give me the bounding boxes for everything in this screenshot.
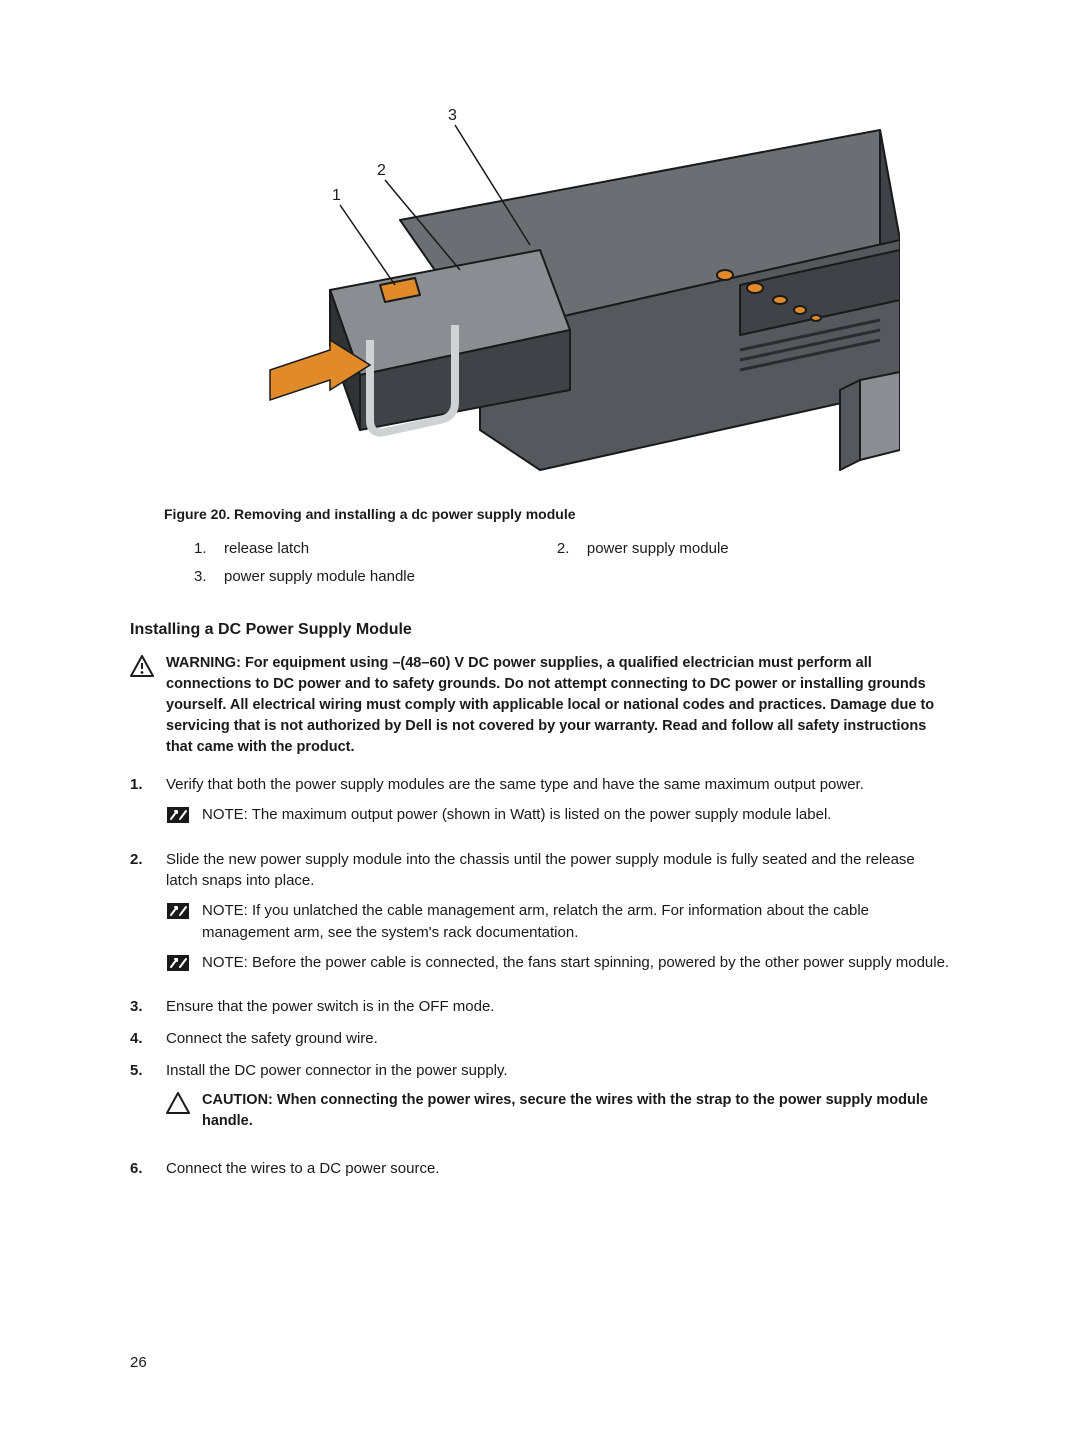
legend-num: 3. <box>194 566 224 588</box>
step-text: Install the DC power connector in the po… <box>166 1060 950 1082</box>
warning-block: WARNING: For equipment using –(48–60) V … <box>130 653 950 758</box>
figure-legend: 1. release latch 2. power supply module … <box>194 538 950 594</box>
note-icon <box>166 902 190 920</box>
step: 1. Verify that both the power supply mod… <box>130 774 950 839</box>
legend-item: 2. power supply module <box>557 538 920 560</box>
note-text: The maximum output power (shown in Watt)… <box>252 806 832 823</box>
callout-2: 2 <box>377 162 386 179</box>
caution-label: CAUTION: <box>202 1092 277 1108</box>
step-number: 6. <box>130 1158 166 1180</box>
step-text: Slide the new power supply module into t… <box>166 849 950 893</box>
step: 4. Connect the safety ground wire. <box>130 1028 950 1050</box>
note-block: NOTE: Before the power cable is connecte… <box>166 952 950 979</box>
legend-num: 1. <box>194 538 224 560</box>
note-label: NOTE: <box>202 902 252 919</box>
step-number: 5. <box>130 1060 166 1148</box>
document-page: 1 2 3 Figure 20. Removing and installing… <box>0 0 1080 1434</box>
warning-icon <box>130 655 154 677</box>
warning-text: For equipment using –(48–60) V DC power … <box>166 655 934 755</box>
note-icon <box>166 954 190 972</box>
legend-label: power supply module <box>587 538 729 560</box>
note-label: NOTE: <box>202 806 252 823</box>
legend-item: 1. release latch <box>194 538 557 560</box>
step-number: 2. <box>130 849 166 987</box>
psu-diagram: 1 2 3 <box>180 90 900 490</box>
step-text: Ensure that the power switch is in the O… <box>166 996 950 1018</box>
note-block: NOTE: The maximum output power (shown in… <box>166 804 950 831</box>
note-text: Before the power cable is connected, the… <box>252 954 949 971</box>
step: 2. Slide the new power supply module int… <box>130 849 950 987</box>
step-text: Connect the safety ground wire. <box>166 1028 950 1050</box>
legend-label: power supply module handle <box>224 566 415 588</box>
section-heading: Installing a DC Power Supply Module <box>130 618 950 641</box>
note-text: If you unlatched the cable management ar… <box>202 902 869 941</box>
warning-label: WARNING: <box>166 655 245 671</box>
step: 3. Ensure that the power switch is in th… <box>130 996 950 1018</box>
figure-20: 1 2 3 <box>130 90 950 490</box>
figure-caption: Figure 20. Removing and installing a dc … <box>164 504 950 524</box>
page-number: 26 <box>130 1352 147 1374</box>
legend-label: release latch <box>224 538 309 560</box>
step: 6. Connect the wires to a DC power sourc… <box>130 1158 950 1180</box>
legend-num: 2. <box>557 538 587 560</box>
note-label: NOTE: <box>202 954 252 971</box>
callout-1: 1 <box>332 187 341 204</box>
step-text: Verify that both the power supply module… <box>166 774 950 796</box>
steps-list: 1. Verify that both the power supply mod… <box>130 774 950 1179</box>
step-number: 3. <box>130 996 166 1018</box>
note-icon <box>166 806 190 824</box>
step: 5. Install the DC power connector in the… <box>130 1060 950 1148</box>
note-block: NOTE: If you unlatched the cable managem… <box>166 900 950 944</box>
step-number: 1. <box>130 774 166 839</box>
step-text: Connect the wires to a DC power source. <box>166 1158 950 1180</box>
caution-block: CAUTION: When connecting the power wires… <box>166 1090 950 1132</box>
caution-icon <box>166 1092 190 1114</box>
step-number: 4. <box>130 1028 166 1050</box>
callout-3: 3 <box>448 107 457 124</box>
caution-text: When connecting the power wires, secure … <box>202 1092 928 1129</box>
legend-item: 3. power supply module handle <box>194 566 557 588</box>
